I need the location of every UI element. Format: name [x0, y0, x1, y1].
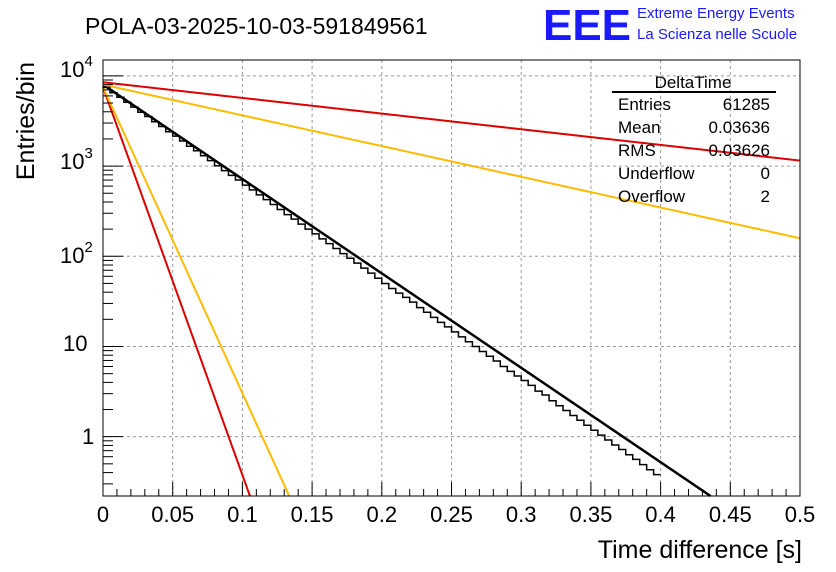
logo-line-2: La Scienza nelle Scuole [637, 26, 797, 43]
stats-value-mean: 0.03636 [709, 118, 770, 137]
curve-yellow-fast [102, 86, 291, 497]
x-tick-label: 0.4 [645, 502, 676, 527]
histogram-steps [103, 86, 661, 476]
y-axis-title: Entries/bin [12, 62, 40, 180]
stats-label-overflow: Overflow [618, 187, 686, 206]
x-tick-label: 0.1 [227, 502, 258, 527]
y-tick-100: 102 [60, 239, 93, 268]
stats-box: DeltaTime Entries 61285 Mean 0.03636 RMS… [612, 73, 776, 206]
y-tick-10000: 104 [60, 53, 93, 82]
curve-fit [102, 83, 712, 498]
fit-curves [102, 81, 801, 498]
y-tick-1000: 103 [60, 145, 93, 174]
logo-line-1: Extreme Energy Events [637, 5, 795, 22]
chart-title: POLA-03-2025-10-03-591849561 [85, 13, 428, 39]
eee-logo: EEE Extreme Energy Events La Scienza nel… [543, 1, 797, 50]
stats-value-rms: 0.03626 [709, 141, 770, 160]
stats-title: DeltaTime [655, 73, 732, 92]
stats-label-mean: Mean [618, 118, 661, 137]
y-tick-10: 10 [63, 331, 87, 356]
x-tick-label: 0.35 [569, 502, 612, 527]
x-tick-labels: 0 0.05 0.1 0.15 0.2 0.25 0.3 0.35 0.4 0.45 0.5 [97, 502, 815, 527]
y-tick-1: 1 [82, 424, 94, 449]
curve-red-slow [102, 81, 801, 162]
x-tick-label: 0.2 [367, 502, 398, 527]
stats-label-rms: RMS [618, 141, 656, 160]
y-tick-labels: 104 103 102 10 1 [60, 53, 94, 449]
histogram [103, 86, 661, 476]
x-tick-label: 0.25 [430, 502, 473, 527]
x-tick-label: 0.05 [151, 502, 194, 527]
x-tick-label: 0.45 [709, 502, 752, 527]
x-axis-title: Time difference [s] [598, 536, 802, 564]
x-tick-label: 0.3 [506, 502, 537, 527]
eee-logo-text: EEE [543, 1, 631, 50]
x-tick-label: 0 [97, 502, 109, 527]
curve-red-fast [102, 86, 251, 497]
stats-label-entries: Entries [618, 95, 671, 114]
stats-value-entries: 61285 [723, 95, 770, 114]
x-tick-label: 0.5 [785, 502, 816, 527]
curve-yellow-slow [102, 83, 801, 240]
x-tick-label: 0.15 [291, 502, 334, 527]
axis-ticks [102, 75, 801, 496]
stats-value-overflow: 2 [761, 187, 770, 206]
stats-label-underflow: Underflow [618, 164, 695, 183]
stats-value-underflow: 0 [761, 164, 770, 183]
